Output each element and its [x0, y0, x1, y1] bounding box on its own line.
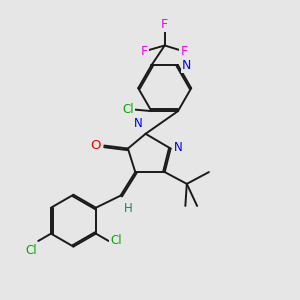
Text: Cl: Cl	[122, 103, 134, 116]
Text: F: F	[161, 18, 168, 32]
Text: N: N	[174, 141, 183, 154]
Text: Cl: Cl	[25, 244, 37, 257]
Text: N: N	[182, 59, 191, 72]
Text: F: F	[180, 45, 188, 58]
Text: H: H	[124, 202, 133, 215]
Text: O: O	[90, 139, 101, 152]
Text: N: N	[134, 117, 142, 130]
Text: Cl: Cl	[110, 235, 122, 248]
Text: F: F	[140, 45, 148, 58]
